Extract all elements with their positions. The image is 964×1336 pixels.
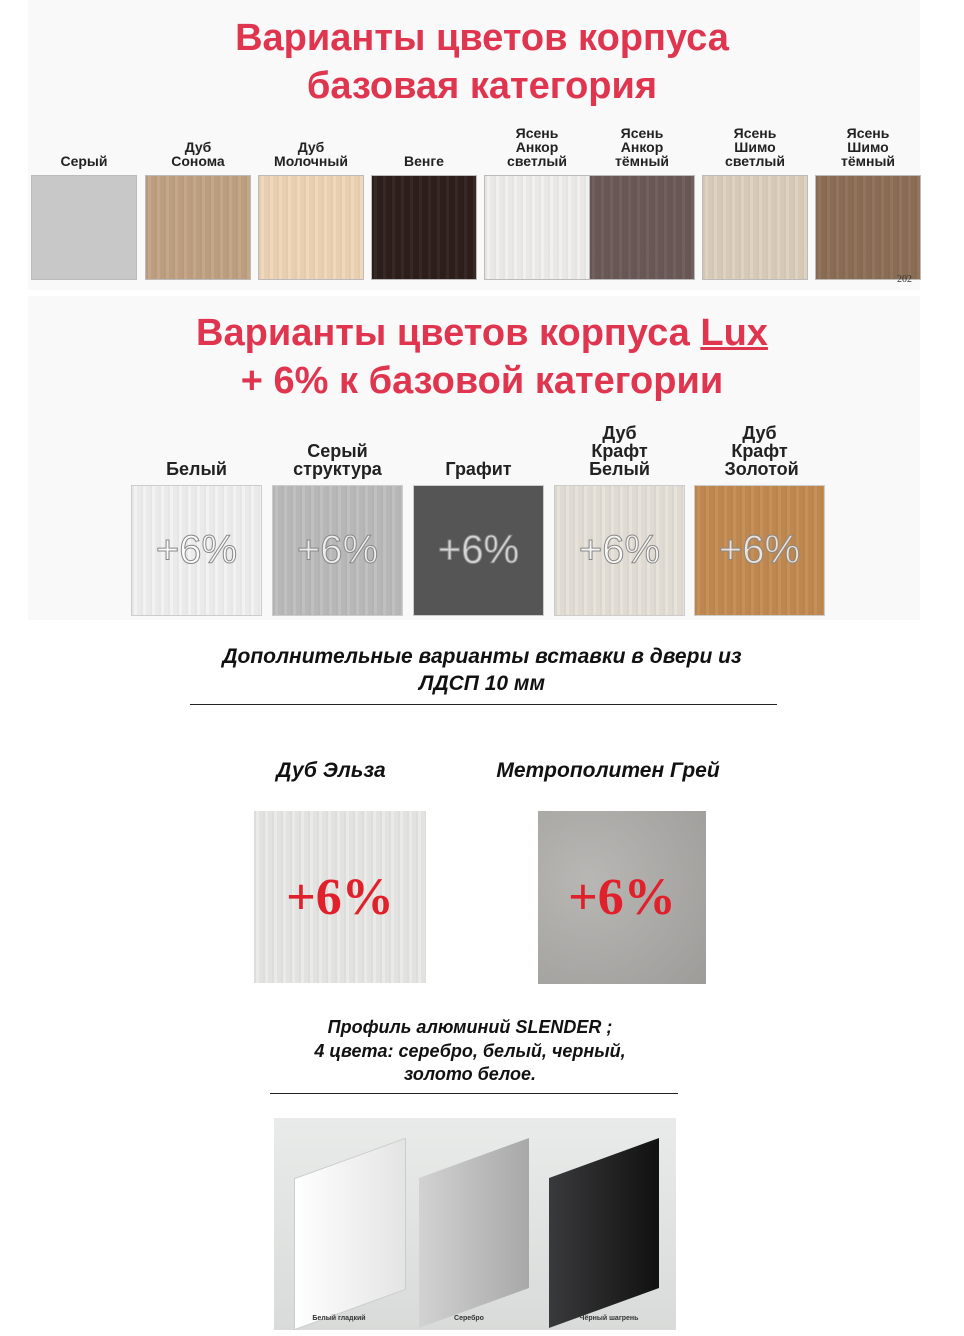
lux-swatch-label: Дуб Крафт Белый	[554, 420, 685, 478]
label-text: Графит	[445, 459, 512, 479]
label-text: Ясень Шимо светлый	[725, 125, 785, 169]
base-title-line2: базовая категория	[306, 65, 658, 107]
label-text: Дуб Крафт Белый	[589, 423, 650, 479]
insert-swatch-metro: +6%	[538, 811, 706, 984]
base-swatch	[589, 175, 695, 280]
label-text: Дуб Сонома	[171, 139, 225, 169]
insert-label-elza: Дуб Эльза	[276, 759, 386, 782]
price-badge: +6%	[568, 869, 676, 926]
corner-text: 202	[897, 274, 912, 285]
base-swatch	[31, 175, 137, 280]
lux-title-line1: Варианты цветов корпуса Lux	[0, 309, 964, 357]
base-swatch-label: Серый	[21, 118, 147, 168]
divider	[190, 704, 777, 705]
price-badge: +6%	[578, 528, 661, 573]
caption-silver: Серебро	[454, 1315, 484, 1322]
lux-swatch: +6%	[131, 485, 262, 616]
price-badge: +6%	[286, 868, 394, 926]
price-badge: +6%	[437, 528, 520, 573]
label-text: Ясень Анкор светлый	[507, 125, 567, 169]
profile-photo: Белый гладкий Серебро Чёрный шагрень	[274, 1118, 676, 1330]
base-swatch-label: Ясень Анкор светлый	[474, 118, 600, 168]
base-swatch-label: Дуб Молочный	[248, 118, 374, 168]
caption-black: Чёрный шагрень	[579, 1315, 639, 1322]
lux-swatch-label: Дуб Крафт Золотой	[694, 420, 825, 478]
profile-black	[549, 1137, 659, 1329]
label-text: Ясень Анкор тёмный	[614, 125, 670, 169]
price-badge: +6%	[296, 528, 379, 573]
base-swatch	[815, 175, 921, 280]
label-text: Венге	[404, 153, 444, 169]
label-text: Дуб Молочный	[274, 139, 348, 169]
base-swatch-label: Ясень Анкор тёмный	[579, 118, 705, 168]
lux-swatch-label: Белый	[131, 420, 262, 478]
lux-swatch: +6%	[554, 485, 685, 616]
lux-swatch-label: Серый структура	[272, 420, 403, 478]
lux-title-lux: Lux	[700, 312, 768, 354]
lux-swatch-label: Графит	[413, 420, 544, 478]
base-swatch	[371, 175, 477, 280]
profile-line3: золото белое.	[403, 1064, 536, 1084]
price-badge: +6%	[718, 528, 801, 573]
insert-swatch-elza: +6%	[254, 811, 426, 983]
caption-white: Белый гладкий	[312, 1315, 366, 1322]
profile-silver	[419, 1137, 529, 1329]
inserts-heading-line1: Дополнительные варианты вставки в двери …	[222, 645, 742, 668]
base-swatch	[258, 175, 364, 280]
label-text: Серый структура	[293, 441, 382, 479]
base-swatch	[702, 175, 808, 280]
label-text: Белый	[166, 459, 227, 479]
lux-swatch: +6%	[272, 485, 403, 616]
label-text: Ясень Шимо тёмный	[840, 125, 896, 169]
base-title-line1: Варианты цветов корпуса	[235, 17, 729, 59]
profile-white	[294, 1137, 406, 1330]
price-badge: +6%	[155, 528, 238, 573]
lux-swatch: +6%	[413, 485, 544, 616]
lux-title-line2: + 6% к базовой категории	[240, 360, 724, 402]
lux-title-text: Варианты цветов корпуса	[196, 312, 701, 354]
base-swatch-label: Венге	[361, 118, 487, 168]
profile-line1: Профиль алюминий SLENDER ;	[327, 1017, 613, 1037]
base-swatch-label: Ясень Шимо светлый	[692, 118, 818, 168]
label-text: Дуб Крафт Золотой	[724, 423, 799, 479]
base-swatch	[484, 175, 590, 280]
base-swatch	[145, 175, 251, 280]
insert-label-metro: Метрополитен Грей	[496, 759, 720, 782]
divider	[270, 1093, 678, 1094]
profile-line2: 4 цвета: серебро, белый, черный,	[314, 1041, 626, 1061]
inserts-heading-line2: ЛДСП 10 мм	[419, 672, 545, 695]
base-swatch-label: Дуб Сонома	[135, 118, 261, 168]
lux-swatch: +6%	[694, 485, 825, 616]
base-swatch-label: Ясень Шимо тёмный	[805, 118, 931, 168]
label-text: Серый	[60, 153, 108, 169]
